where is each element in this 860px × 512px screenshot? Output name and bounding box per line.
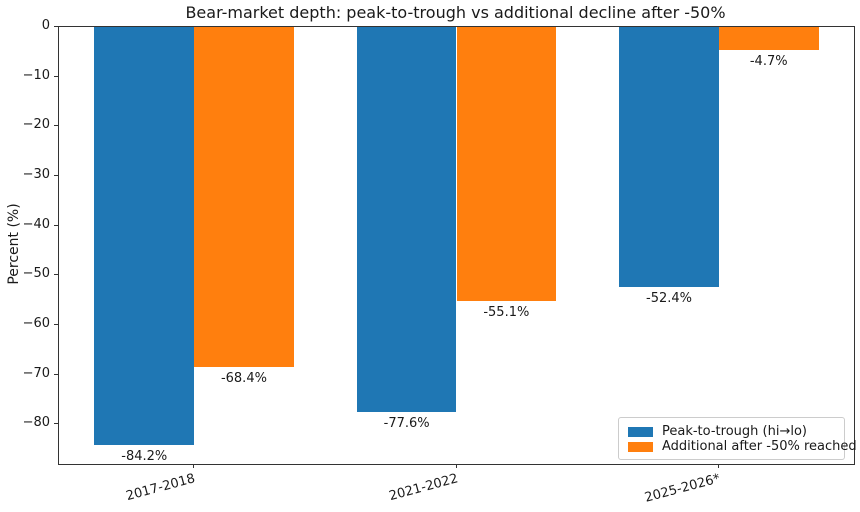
bar-value-label: -84.2% [121, 449, 168, 465]
legend-label: Additional after -50% reached [662, 439, 857, 454]
bar-value-label: -68.4% [220, 370, 267, 386]
y-tick-label: −10 [22, 67, 50, 83]
x-tick-label: 2025-2026* [643, 471, 722, 506]
plot-area: -84.2% -77.6% -52.4% -68.4% -55.1% -4.7% [58, 26, 855, 465]
y-tick-label: −40 [22, 216, 50, 232]
legend-item-peak-to-trough: Peak-to-trough (hi→lo) [628, 424, 836, 439]
y-tick-label: −30 [22, 166, 50, 182]
y-tick-label: −20 [22, 117, 50, 133]
bar [356, 27, 457, 413]
legend-swatch-1 [628, 441, 653, 452]
y-tick-mark [54, 423, 58, 425]
bar [619, 27, 719, 288]
y-tick-mark [54, 274, 58, 276]
y-tick-label: −60 [22, 315, 50, 331]
bar [456, 27, 557, 301]
y-tick-label: −70 [22, 365, 50, 381]
x-tick-label: 2021-2022 [386, 471, 460, 505]
bar-value-label: -77.6% [383, 416, 430, 432]
y-tick-mark [54, 75, 58, 77]
y-tick-mark [54, 174, 58, 176]
x-tick-mark [717, 464, 719, 468]
bar [718, 27, 819, 51]
x-tick-mark [455, 464, 457, 468]
y-tick-label: −80 [22, 415, 50, 431]
legend-item-additional-decline: Additional after -50% reached [628, 439, 857, 454]
legend: Peak-to-trough (hi→lo) Additional after … [618, 417, 857, 460]
legend-label: Peak-to-trough (hi→lo) [662, 424, 807, 439]
x-tick-label: 2017-2018 [124, 471, 197, 505]
y-tick-mark [54, 373, 58, 375]
legend-swatch-0 [628, 426, 653, 437]
y-tick-mark [54, 125, 58, 127]
y-tick-mark [54, 224, 58, 226]
x-tick-mark [193, 464, 195, 468]
y-tick-mark [54, 26, 58, 27]
bar-value-label: -55.1% [483, 304, 530, 320]
y-tick-mark [54, 323, 58, 325]
y-tick-label: −50 [22, 266, 50, 282]
bar [194, 27, 294, 367]
bar [94, 27, 195, 446]
bar-value-label: -4.7% [749, 54, 788, 70]
y-tick-label: 0 [41, 18, 50, 33]
chart-title: Bear-market depth: peak-to-trough vs add… [185, 3, 726, 22]
bar-value-label: -52.4% [646, 291, 693, 307]
